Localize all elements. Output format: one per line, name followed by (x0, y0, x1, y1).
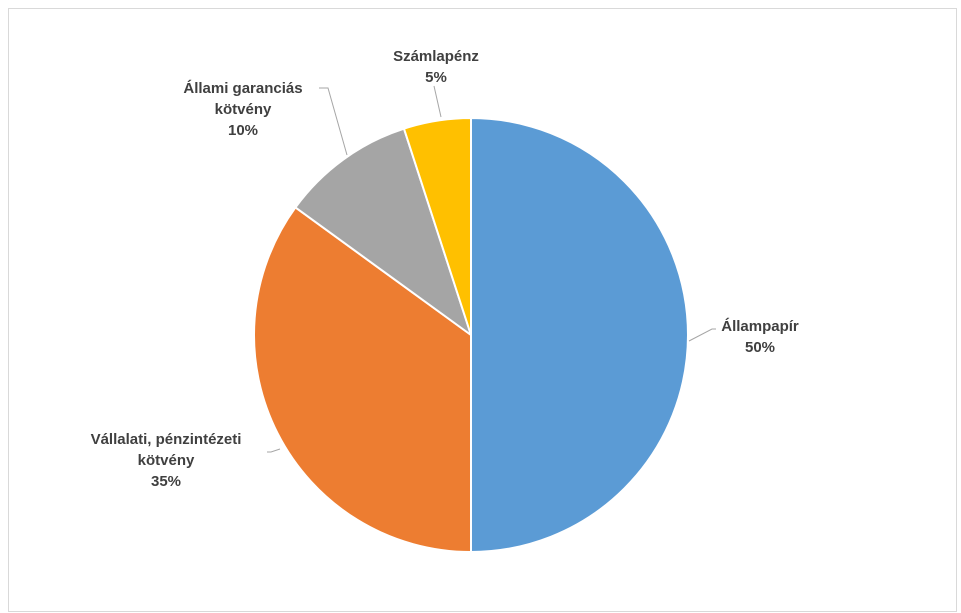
leader-lines (267, 85, 716, 453)
slice-value-label-2: 35% (151, 473, 181, 490)
pie-slice-3 (294, 127, 472, 336)
leader-line-2 (267, 448, 281, 453)
slice-value-label-4: 5% (425, 69, 447, 86)
slice-category-label-3: kötvény (215, 101, 272, 118)
slice-category-label-3: Állami garanciás (183, 80, 302, 97)
pie-slices (253, 117, 689, 553)
leader-line-4 (433, 85, 442, 118)
slice-value-label-1: 50% (745, 339, 775, 356)
leader-line-3 (319, 87, 348, 156)
pie-slice-4 (402, 117, 472, 336)
slice-category-label-2: kötvény (138, 452, 195, 469)
slice-category-label-4: Számlapénz (393, 48, 479, 65)
leader-line-1 (688, 328, 716, 342)
slice-category-label-2: Vállalati, pénzintézeti (91, 431, 242, 448)
pie-slice-1 (470, 117, 689, 553)
slice-labels: Állampapír 50% Vállalati, pénzintézeti kötv… (91, 48, 799, 490)
pie-slice-2 (253, 206, 472, 553)
slice-category-label-1: Állampapír (721, 318, 799, 335)
slice-value-label-3: 10% (228, 122, 258, 139)
